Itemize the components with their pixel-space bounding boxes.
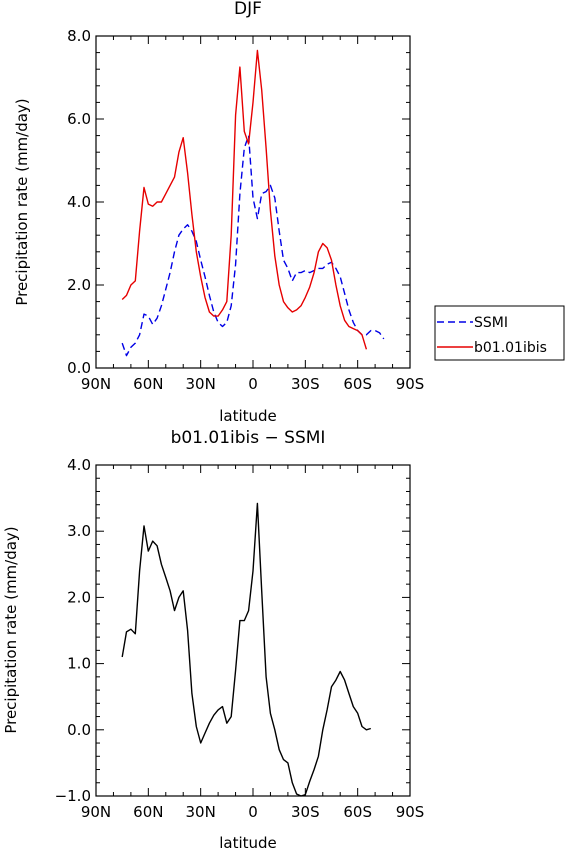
x-axis-label: latitude bbox=[219, 834, 277, 851]
x-tick-label: 0 bbox=[248, 375, 258, 393]
plot-frame bbox=[95, 35, 411, 369]
x-tick-label: 60N bbox=[133, 803, 163, 821]
bottom-chart: b01.01ibis − SSMI 90N 60N 30N 0 30S 60S 90S −1.… bbox=[2, 428, 424, 851]
x-tick-label: 90S bbox=[396, 803, 425, 821]
y-tick-label: 3.0 bbox=[67, 522, 91, 540]
x-tick-label: 30N bbox=[186, 803, 216, 821]
x-tick-label: 60S bbox=[343, 803, 372, 821]
y-axis-label: Precipitation rate (mm/day) bbox=[2, 526, 20, 733]
series-line-difference bbox=[121, 502, 371, 797]
x-tick-label: 90N bbox=[81, 375, 111, 393]
legend-box bbox=[434, 305, 565, 361]
legend-label-ssmi: SSMI bbox=[474, 315, 508, 331]
plot-frame bbox=[95, 464, 411, 797]
series-line-b01-01ibis bbox=[121, 49, 368, 350]
y-tick-label: 0.0 bbox=[67, 721, 91, 739]
x-tick-label: 90S bbox=[396, 375, 425, 393]
y-tick-label: 6.0 bbox=[67, 110, 91, 128]
legend: SSMI b01.01ibis bbox=[434, 305, 565, 361]
y-tick-label: −1.0 bbox=[55, 787, 91, 805]
y-tick-label: 4.0 bbox=[67, 193, 91, 211]
x-tick-label: 90N bbox=[81, 803, 111, 821]
chart-title: DJF bbox=[234, 0, 262, 19]
top-chart: DJF 90N 60N 30N 0 30S 60S 90S 0.0 2.0 4.0 6.0 8.0 l… bbox=[13, 0, 565, 425]
y-tick-label: 1.0 bbox=[67, 655, 91, 673]
x-tick-label: 30S bbox=[291, 803, 320, 821]
y-tick-label: 2.0 bbox=[67, 276, 91, 294]
x-tick-label: 0 bbox=[248, 803, 258, 821]
x-tick-label: 60S bbox=[343, 375, 372, 393]
y-tick-label: 0.0 bbox=[67, 359, 91, 377]
x-axis-label: latitude bbox=[219, 407, 277, 425]
chart-title: b01.01ibis − SSMI bbox=[171, 428, 326, 448]
x-tick-label: 30S bbox=[291, 375, 320, 393]
y-tick-label: 8.0 bbox=[67, 27, 91, 45]
x-tick-label: 30N bbox=[186, 375, 216, 393]
y-tick-label: 4.0 bbox=[67, 456, 91, 474]
series-line-ssmi bbox=[121, 134, 385, 357]
y-tick-label: 2.0 bbox=[67, 588, 91, 606]
legend-label-b01-01ibis: b01.01ibis bbox=[474, 340, 547, 356]
y-axis-label: Precipitation rate (mm/day) bbox=[13, 98, 31, 305]
x-tick-label: 60N bbox=[133, 375, 163, 393]
